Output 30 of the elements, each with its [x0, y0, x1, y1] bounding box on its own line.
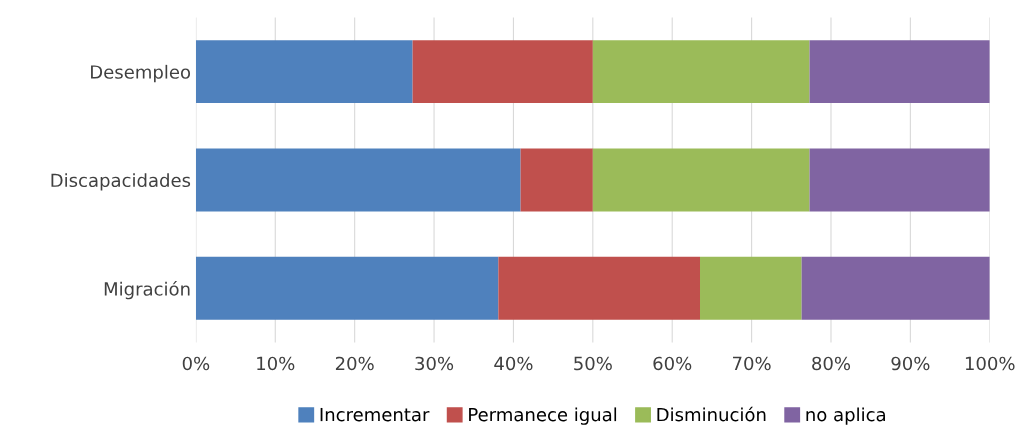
- x-tick-label: 10%: [257, 356, 295, 371]
- y-tick-label: Desempleo: [91, 64, 191, 83]
- x-tick-label: 100%: [965, 356, 1015, 371]
- bar: [520, 148, 593, 212]
- bar: [195, 40, 413, 104]
- bar: [592, 40, 810, 104]
- legend-label: no aplica: [806, 407, 885, 425]
- x-tick-label: 0%: [182, 356, 210, 371]
- bar: [809, 148, 990, 212]
- legend-label: Incrementar: [320, 407, 430, 422]
- bar: [412, 40, 593, 104]
- x-tick-label: 40%: [494, 356, 533, 371]
- y-tick-label: Migración: [104, 281, 190, 300]
- bar: [801, 256, 990, 320]
- bar: [700, 256, 802, 320]
- legend-label: Disminución: [657, 406, 766, 422]
- x-tick-label: 70%: [733, 356, 771, 371]
- x-tick-label: 90%: [891, 356, 930, 371]
- bar: [498, 256, 700, 320]
- bar: [592, 148, 810, 212]
- x-tick-label: 60%: [653, 356, 692, 371]
- bar: [809, 40, 990, 104]
- x-tick-label: 30%: [415, 356, 454, 371]
- bar: [195, 256, 499, 320]
- y-tick-label: Discapacidades: [51, 173, 191, 191]
- bar: [195, 148, 521, 212]
- legend-label: Permanece igual: [469, 407, 617, 425]
- x-tick-label: 50%: [574, 356, 612, 371]
- x-tick-label: 20%: [335, 356, 374, 371]
- x-tick-label: 80%: [812, 356, 851, 371]
